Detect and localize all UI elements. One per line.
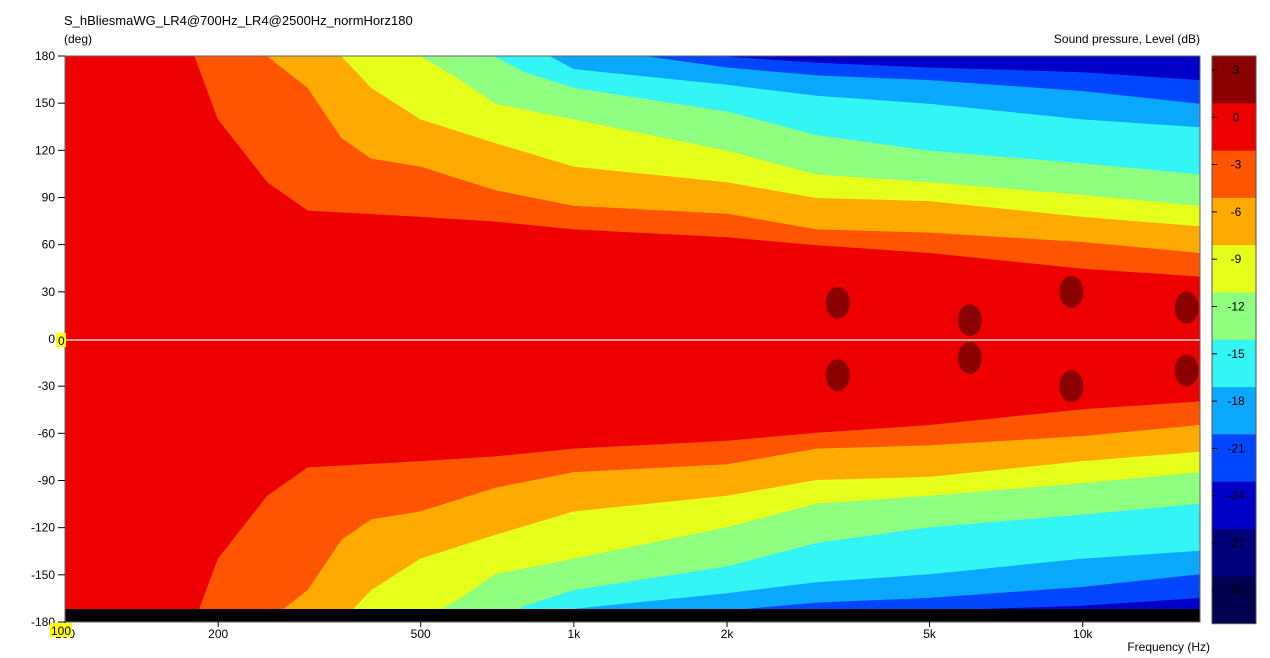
y-axis-label: (deg) <box>64 32 93 46</box>
zero-marker-box <box>56 333 66 347</box>
colorbar-segment <box>1212 481 1256 530</box>
peak-region-2 <box>957 304 982 337</box>
colorbar-level-label: -18 <box>1227 394 1245 408</box>
colorbar-level-label: -27 <box>1227 536 1245 550</box>
x-start-marker-box <box>50 623 72 637</box>
y-tick-label: 180 <box>35 49 55 63</box>
colorbar-segment <box>1212 56 1256 104</box>
colorbar-segment <box>1212 197 1256 246</box>
y-tick-label: 150 <box>35 96 55 110</box>
y-tick-label: -120 <box>31 521 55 535</box>
colorbar-segment <box>1212 103 1256 152</box>
y-tick-label: -150 <box>31 568 55 582</box>
peak-region-4 <box>1059 275 1084 308</box>
y-tick-label: 30 <box>42 285 56 299</box>
colorbar-level-label: -3 <box>1231 158 1242 172</box>
y-tick-label: -30 <box>38 379 56 393</box>
x-tick-label: 200 <box>208 627 228 641</box>
bottom-strip <box>65 609 1200 622</box>
y-tick-label: -90 <box>38 474 56 488</box>
colorbar-level-label: -9 <box>1231 252 1242 266</box>
colorbar-level-label: -6 <box>1231 205 1242 219</box>
x-start-marker-label: 100 <box>51 624 71 638</box>
x-axis-label: Frequency (Hz) <box>1127 640 1210 654</box>
y-tick-label: -180 <box>31 615 55 629</box>
colorbar-label: Sound pressure, Level (dB) <box>1053 32 1200 46</box>
colorbar-segment <box>1212 529 1256 577</box>
colorbar-level-label: 3 <box>1233 63 1240 77</box>
colorbar-segment <box>1212 292 1256 341</box>
colorbar-level-label: 0 <box>1233 110 1240 124</box>
colorbar-segment <box>1212 245 1256 293</box>
x-tick-label: 1k <box>568 627 582 641</box>
colorbar-segment <box>1212 150 1256 199</box>
peak-region-3 <box>957 341 982 374</box>
peak-region-6 <box>1174 291 1199 324</box>
colorbar-segment <box>1212 339 1256 388</box>
peak-region-7 <box>1174 354 1199 387</box>
colorbar-level-label: -21 <box>1227 441 1245 455</box>
y-tick-label: 90 <box>42 191 56 205</box>
y-tick-label: 60 <box>42 238 56 252</box>
peak-region-1 <box>825 359 850 392</box>
colorbar-level-label: -15 <box>1227 347 1245 361</box>
peak-region-5 <box>1059 370 1084 403</box>
x-tick-label: 10k <box>1073 627 1093 641</box>
colorbar-level-label: -24 <box>1227 489 1245 503</box>
zero-marker-label: 0 <box>58 334 65 348</box>
colorbar-level-label: -30 <box>1227 583 1245 597</box>
peak-region-0 <box>825 286 850 319</box>
x-tick-label: 2k <box>721 627 735 641</box>
colorbar-border <box>1211 55 1257 625</box>
colorbar-segment <box>1212 434 1256 483</box>
y-tick-label: 0 <box>48 332 55 346</box>
colorbar-segment <box>1212 387 1256 435</box>
chart-title: S_hBliesmaWG_LR4@700Hz_LR4@2500Hz_normHo… <box>64 13 413 28</box>
y-tick-label: -60 <box>38 426 56 440</box>
x-tick-label: 500 <box>411 627 431 641</box>
y-tick-label: 120 <box>35 143 55 157</box>
colorbar-level-label: -12 <box>1227 300 1245 314</box>
colorbar-segment <box>1212 576 1256 625</box>
x-tick-label: 5k <box>923 627 937 641</box>
